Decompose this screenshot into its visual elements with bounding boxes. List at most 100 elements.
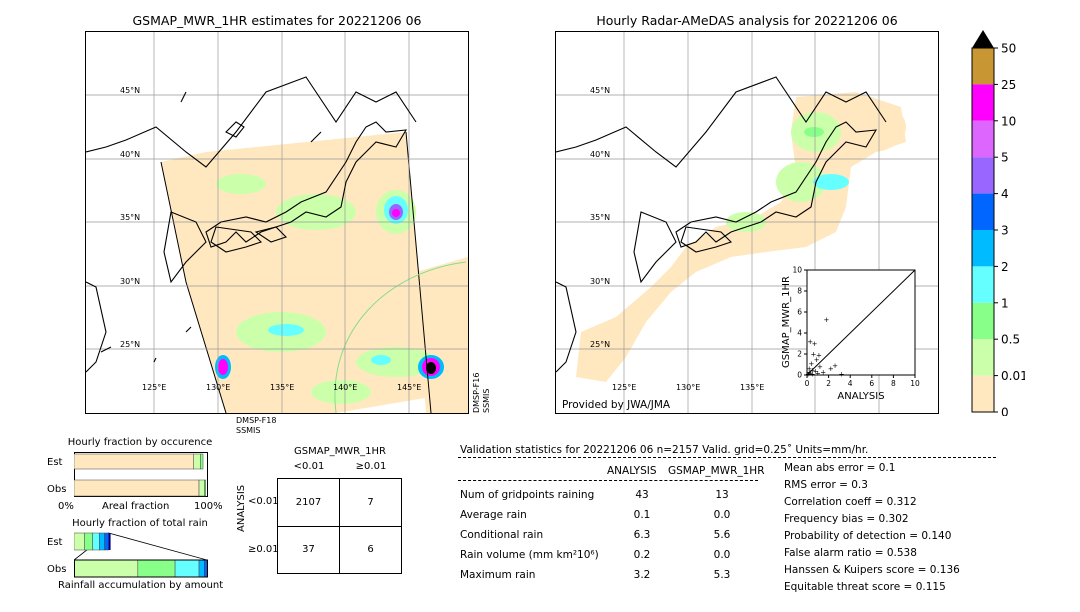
validation-score: RMS error = 0.3 (784, 479, 868, 491)
validation-col-gsmap: GSMAP_MWR_1HR (668, 465, 765, 477)
rain-core (268, 324, 304, 336)
lat-label: 35°N (120, 213, 140, 222)
lat-label: 40°N (120, 150, 140, 159)
contingency-cell: 7 (367, 497, 374, 508)
colorbar-segment (972, 120, 994, 158)
rain-area (216, 174, 266, 194)
scatter-point: + (806, 368, 812, 376)
totalrain-bar (73, 559, 139, 578)
scatter-point: + (832, 362, 838, 370)
sensor-name: SSMIS (482, 388, 491, 414)
y-tick-label: 0 (797, 371, 802, 380)
totalrain-bar (104, 532, 109, 551)
scatter-point: + (816, 352, 822, 360)
lat-label: 35°N (590, 213, 610, 222)
validation-score: Frequency bias = 0.302 (784, 513, 909, 525)
colorbar-extend-arrow (972, 30, 994, 48)
contingency-table: 2107 7 37 6 (277, 478, 402, 574)
scatter-point: + (807, 369, 813, 377)
scatter-point: + (807, 338, 813, 346)
occurrence-tick-0: 0% (58, 501, 74, 512)
occurrence-title: Hourly fraction by occurence (67, 437, 213, 448)
colorbar-canvas: 50 25 10 5 4 3 2 1 0.5 0.01 0 (971, 30, 1028, 420)
validation-divider (458, 457, 996, 458)
occurrence-obs-label: Obs (47, 484, 67, 495)
satellite-name: DMSP-F18 (236, 416, 277, 425)
lon-label: 125°E (142, 383, 166, 392)
x-tick-label: 0 (805, 379, 810, 388)
scatter-x-label: ANALYSIS (837, 391, 884, 402)
contingency-row-lt: <0.01 (248, 496, 279, 507)
y-tick-label: 2 (797, 350, 802, 359)
occurrence-bar (73, 453, 194, 470)
data-credit: Provided by JWA/JMA (562, 399, 671, 411)
validation-score: Correlation coeff = 0.312 (784, 496, 917, 508)
validation-row-analysis: 6.3 (633, 529, 651, 541)
validation-row-gsmap: 5.6 (713, 529, 731, 541)
lat-label: 25°N (120, 340, 140, 349)
colorbar-label: 0 (1001, 406, 1009, 417)
totalrain-canvas (73, 532, 209, 578)
colorbar-label: 4 (1001, 187, 1009, 201)
x-tick-label: 2 (826, 379, 831, 388)
y-tick-label: 10 (792, 266, 802, 275)
occurrence-tick-100: 100% (194, 501, 223, 512)
lat-label: 45°N (590, 86, 610, 95)
rain-area (276, 194, 356, 230)
rain-core (426, 362, 436, 374)
contingency-cell: 37 (302, 544, 315, 555)
lat-label: 40°N (590, 150, 610, 159)
colorbar-segment (972, 339, 994, 376)
validation-row-analysis: 0.1 (633, 509, 651, 521)
scatter-point: + (824, 316, 830, 324)
rain-core (392, 209, 400, 217)
colorbar-segment (972, 375, 994, 412)
colorbar-label: 2 (1001, 260, 1009, 274)
swath-edge (405, 131, 432, 413)
validation-score: Hanssen & Kuipers score = 0.136 (784, 564, 960, 576)
colorbar-label: 3 (1001, 224, 1009, 238)
satellite-name: DMSP-F16 (472, 372, 481, 413)
colorbar: 50 25 10 5 4 3 2 1 0.5 0.01 0 (965, 30, 1028, 420)
scatter-point: + (811, 351, 817, 359)
validation-row-gsmap: 0.0 (713, 549, 731, 561)
y-tick-label: 6 (797, 308, 802, 317)
satellite-label-f18: DMSP-F18 SSMIS (236, 416, 276, 436)
validation-row-label: Conditional rain (460, 529, 544, 541)
y-tick-label: 4 (797, 329, 802, 338)
scatter-point: + (815, 369, 821, 377)
colorbar-label: 50 (1001, 42, 1016, 56)
scatter-point: + (839, 370, 845, 378)
x-tick-label: 6 (869, 379, 874, 388)
scatter-point: + (828, 365, 834, 373)
scatter-point: + (809, 370, 815, 378)
validation-score: False alarm ratio = 0.538 (784, 547, 917, 559)
scatter-point: + (806, 365, 812, 373)
left-map-panel: 45°N 40°N 35°N 30°N 25°N 125°E 130°E 135… (85, 31, 469, 414)
colorbar-segment (972, 84, 994, 121)
lon-label: 140°E (333, 383, 357, 392)
colorbar-label: 0.5 (1001, 333, 1020, 347)
contingency-cell: 2107 (295, 497, 322, 508)
diagonal-line (806, 269, 916, 376)
validation-row-label: Average rain (460, 509, 527, 521)
validation-row-analysis: 3.2 (633, 569, 651, 581)
colorbar-label: 25 (1001, 78, 1016, 92)
occurrence-est-label: Est (47, 457, 63, 468)
lon-label: 135°E (740, 383, 764, 392)
colorbar-segment (972, 302, 994, 340)
lon-label: 145°E (397, 383, 421, 392)
x-tick-label: 8 (891, 379, 896, 388)
x-tick-label: 4 (848, 379, 853, 388)
rain-core (813, 174, 849, 190)
scatter-point: + (809, 366, 815, 374)
colorbar-label: 5 (1001, 151, 1009, 165)
validation-score: Mean abs error = 0.1 (784, 462, 896, 474)
totalrain-frame (74, 559, 208, 578)
lon-label: 130°E (676, 383, 700, 392)
totalrain-bar (92, 532, 100, 551)
colorbar-segment (972, 157, 994, 194)
totalrain-obs-label: Obs (47, 564, 67, 575)
colorbar-label: 10 (1001, 114, 1016, 128)
scatter-point: + (817, 363, 823, 371)
